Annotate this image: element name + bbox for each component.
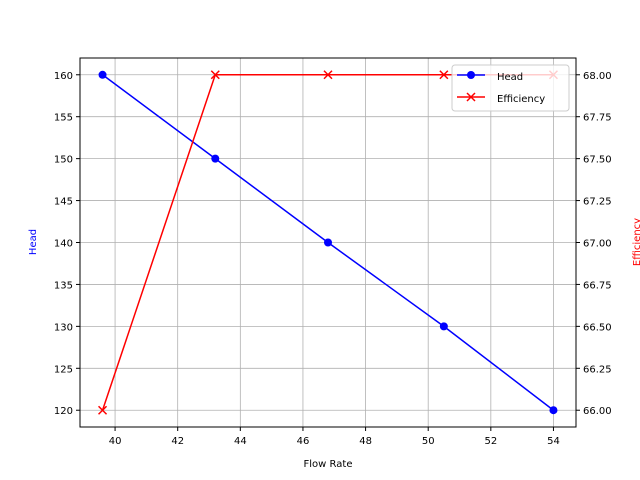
right-y-tick-label: 67.50 <box>583 155 612 166</box>
left-y-tick-label: 160 <box>54 71 73 82</box>
legend-label-head: Head <box>497 72 523 83</box>
left-y-tick-label: 130 <box>54 322 73 333</box>
data-point <box>439 322 448 331</box>
left-y-tick-label: 150 <box>54 155 73 166</box>
right-y-axis-ticks: 66.00 66.25 66.50 66.75 67.00 67.25 67.50 67.75… <box>576 71 612 417</box>
left-y-axis-ticks: 120 125 130 135 140 145 150 155 160 <box>54 71 80 417</box>
left-y-tick-label: 135 <box>54 280 73 291</box>
right-y-tick-label: 66.00 <box>583 406 612 417</box>
data-point <box>211 154 220 163</box>
legend-item-efficiency: Efficiency <box>457 92 545 105</box>
legend-box <box>451 64 570 112</box>
x-tick-label: 50 <box>422 436 435 447</box>
right-y-tick-label: 66.50 <box>583 322 612 333</box>
x-tick-label: 52 <box>484 436 497 447</box>
right-y-axis-label: Efficiency <box>632 218 640 266</box>
x-tick-label: 54 <box>547 436 560 447</box>
x-tick-label: 44 <box>234 436 247 447</box>
left-y-tick-label: 120 <box>54 406 73 417</box>
left-y-tick-label: 155 <box>54 113 73 124</box>
left-y-tick-label: 125 <box>54 364 73 375</box>
data-point <box>98 405 108 415</box>
x-marker-icon <box>466 92 476 102</box>
legend-item-head: Head <box>457 71 523 83</box>
x-tick-label: 48 <box>359 436 372 447</box>
data-point <box>439 70 449 80</box>
x-tick-label: 42 <box>171 436 184 447</box>
right-y-tick-label: 68.00 <box>583 71 612 82</box>
data-point <box>324 238 332 247</box>
legend-label-efficiency: Efficiency <box>497 94 545 105</box>
x-axis-label: Flow Rate <box>304 459 353 470</box>
x-tick-label: 46 <box>297 436 310 447</box>
left-y-tick-label: 140 <box>54 239 73 250</box>
right-y-tick-label: 66.75 <box>583 280 612 291</box>
right-y-tick-label: 67.25 <box>583 197 612 208</box>
data-point <box>549 406 558 415</box>
left-y-tick-label: 145 <box>54 197 73 208</box>
circle-marker-icon <box>467 71 475 79</box>
x-axis-ticks: 40 42 44 46 48 50 52 54 <box>109 427 560 447</box>
legend: Head Efficiency <box>451 64 570 112</box>
x-tick-label: 40 <box>109 436 122 447</box>
data-point <box>210 70 220 80</box>
data-point <box>323 70 333 80</box>
right-y-tick-label: 67.00 <box>583 239 612 250</box>
right-y-tick-label: 67.75 <box>583 113 612 124</box>
left-y-axis-label: Head <box>28 229 39 255</box>
data-point <box>98 70 107 79</box>
right-y-tick-label: 66.25 <box>583 364 612 375</box>
